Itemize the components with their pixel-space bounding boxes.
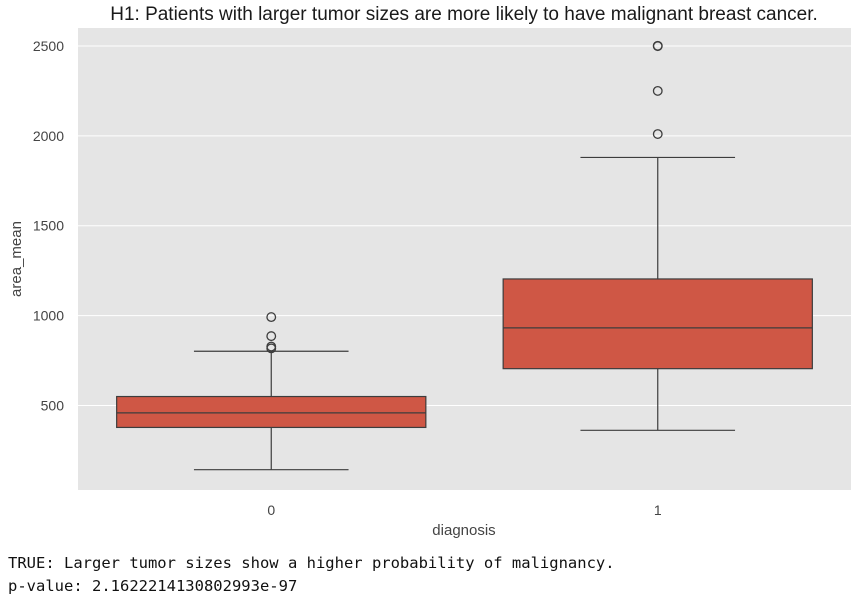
output-result-line: TRUE: Larger tumor sizes show a higher p… [8,554,615,572]
y-tick-label: 1000 [33,308,64,324]
y-tick-label: 2000 [33,128,64,144]
outlier-point [652,40,663,51]
y-tick-label: 500 [41,398,65,414]
chart-title: H1: Patients with larger tumor sizes are… [110,4,818,25]
boxes-layer [116,40,813,471]
x-tick-label: 0 [267,502,275,518]
outlier-point [652,129,663,140]
y-tick-label: 2500 [33,38,64,54]
y-tick-label: 1500 [33,218,64,234]
outlier-point [652,85,663,96]
x-tick-label: 1 [654,502,662,518]
y-axis-label: area_mean [8,221,25,297]
output-pvalue-line: p-value: 2.1622214130802993e-97 [8,577,298,595]
outlier-point [266,341,277,352]
y-tick-labels: 500 1000 1500 2000 2500 [33,38,64,414]
outlier-point [266,331,277,342]
box-iqr [116,395,427,429]
box-iqr [502,278,813,370]
x-axis-label: diagnosis [432,522,495,539]
outlier-point [266,312,277,323]
